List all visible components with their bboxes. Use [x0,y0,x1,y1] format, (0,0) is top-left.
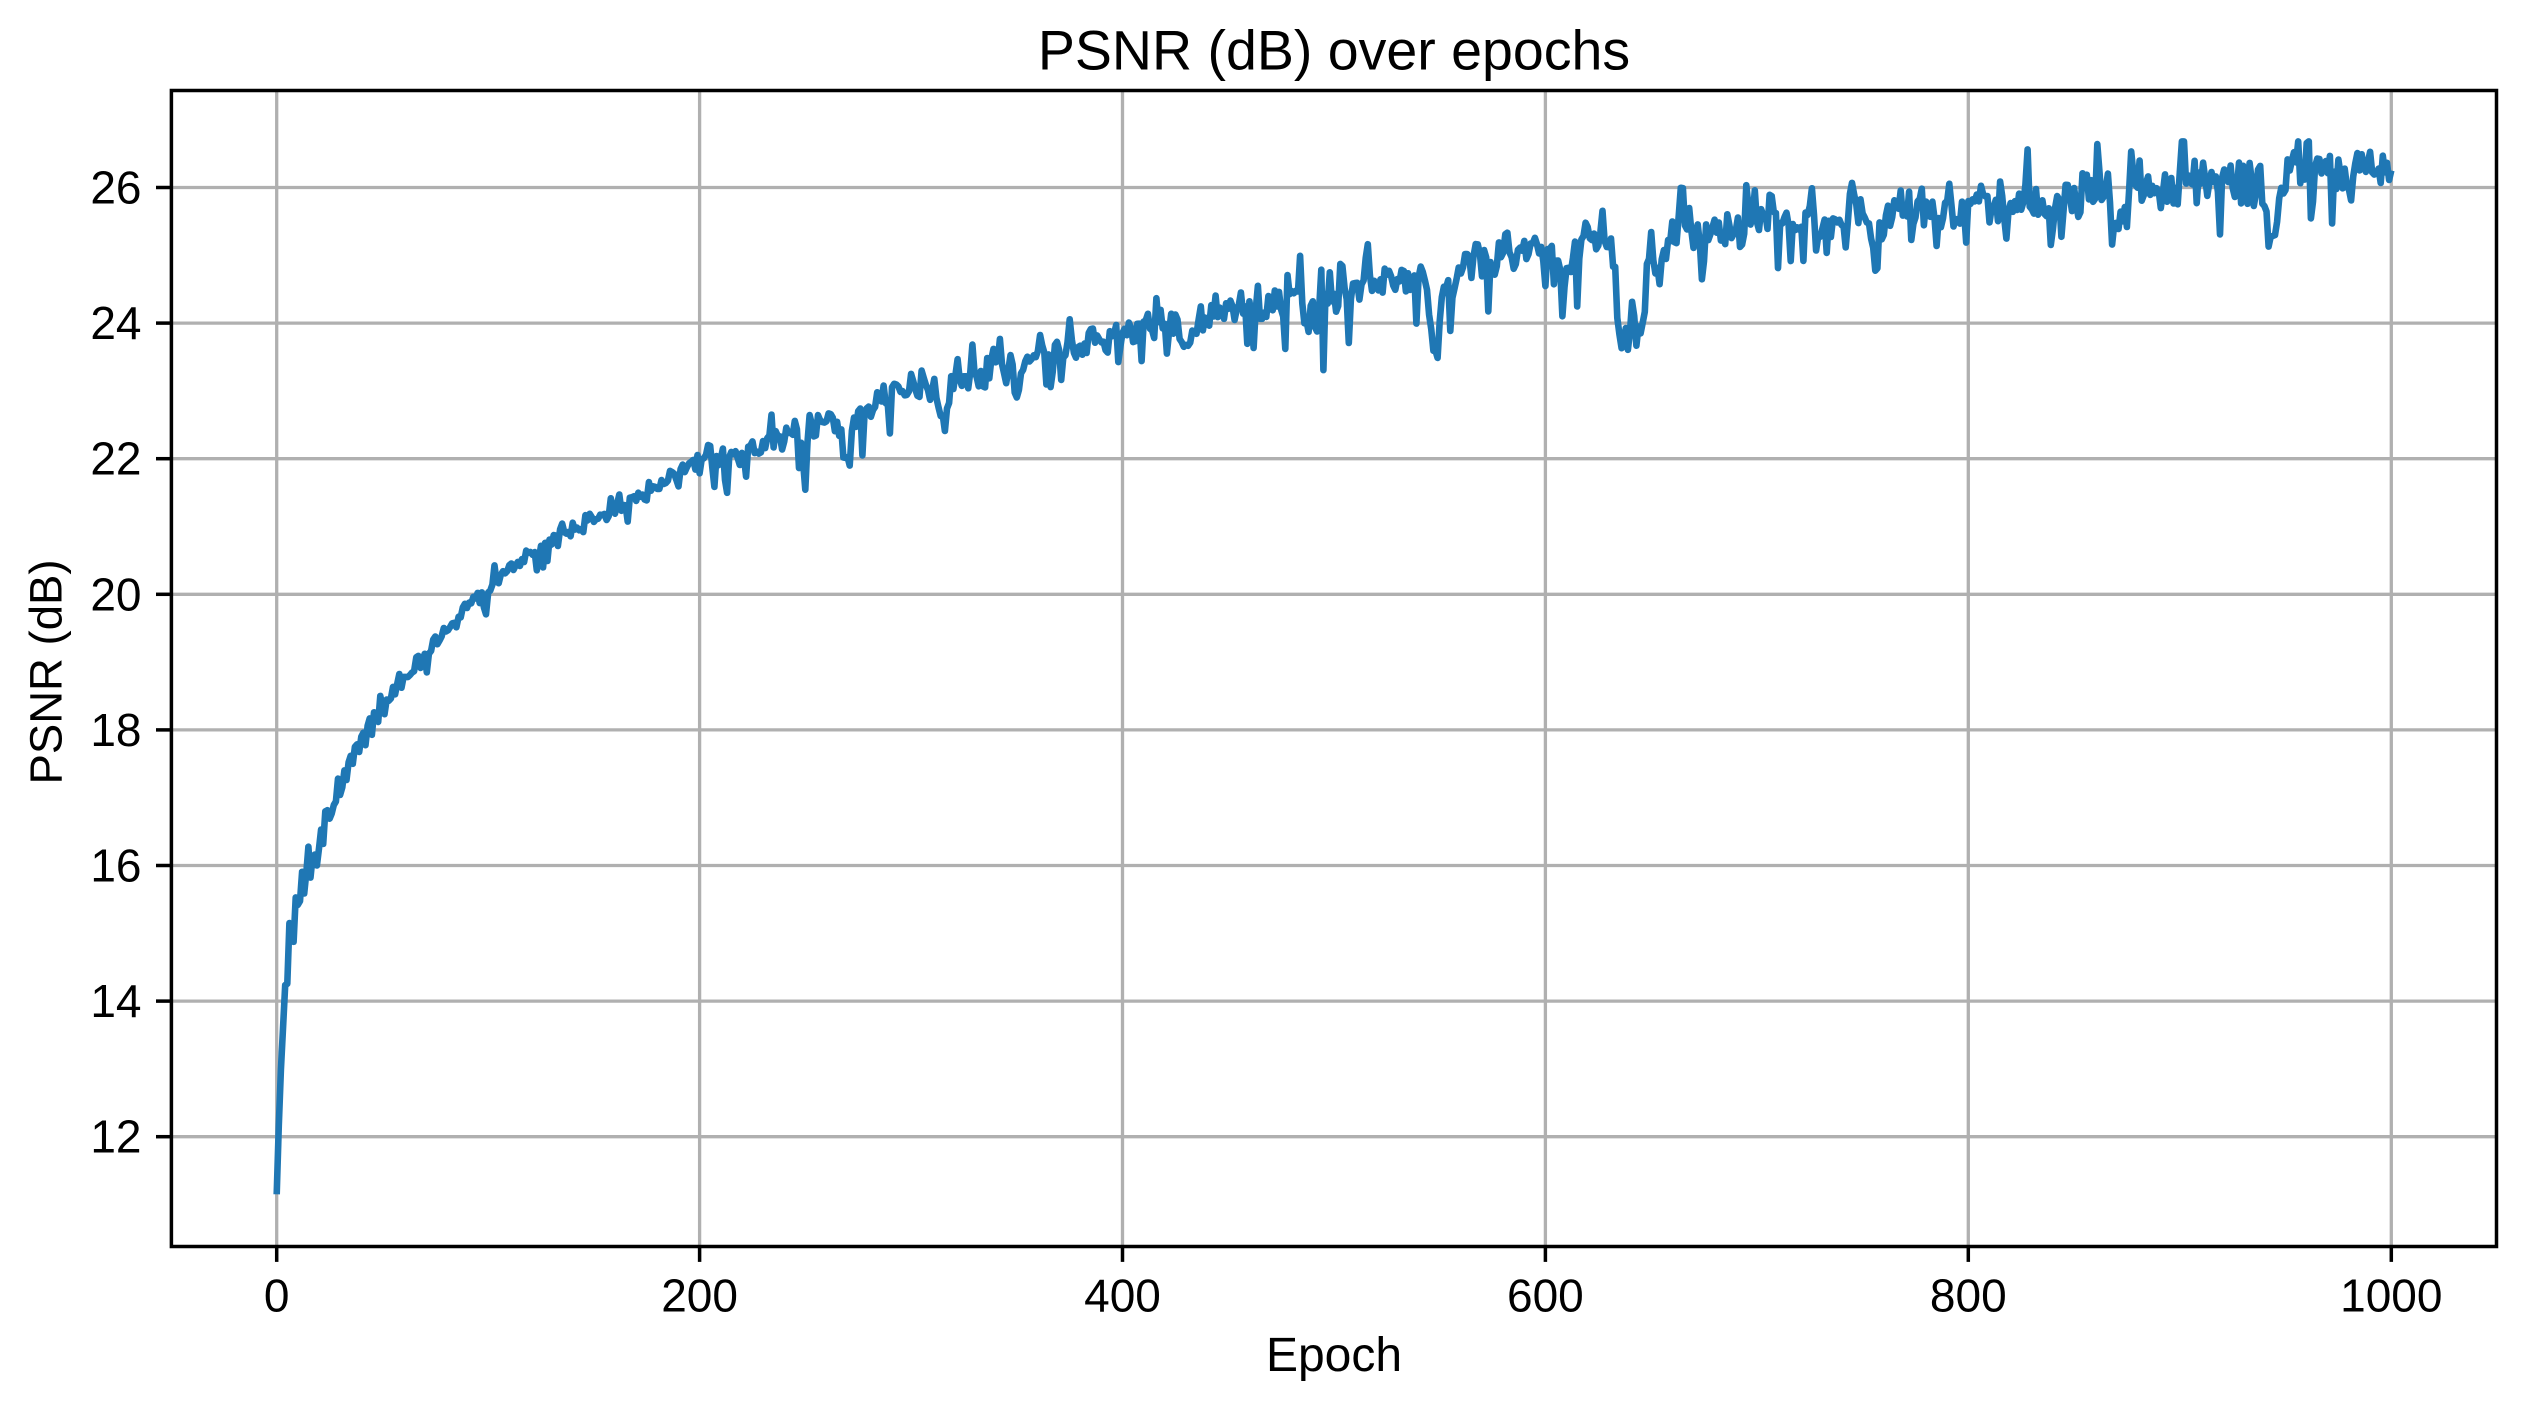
svg-text:22: 22 [90,433,141,485]
svg-text:0: 0 [264,1270,290,1322]
svg-text:16: 16 [90,840,141,892]
svg-text:600: 600 [1507,1270,1584,1322]
svg-text:800: 800 [1930,1270,2007,1322]
svg-text:1000: 1000 [2340,1270,2442,1322]
svg-text:400: 400 [1084,1270,1161,1322]
svg-text:Epoch: Epoch [1266,1329,1402,1382]
svg-text:200: 200 [661,1270,738,1322]
svg-text:12: 12 [90,1111,141,1163]
svg-text:18: 18 [90,704,141,756]
svg-text:24: 24 [90,297,141,349]
svg-text:PSNR (dB) over epochs: PSNR (dB) over epochs [1038,20,1630,82]
svg-text:26: 26 [90,162,141,214]
svg-text:PSNR (dB): PSNR (dB) [21,559,72,784]
svg-text:14: 14 [90,975,141,1027]
svg-text:20: 20 [90,568,141,620]
